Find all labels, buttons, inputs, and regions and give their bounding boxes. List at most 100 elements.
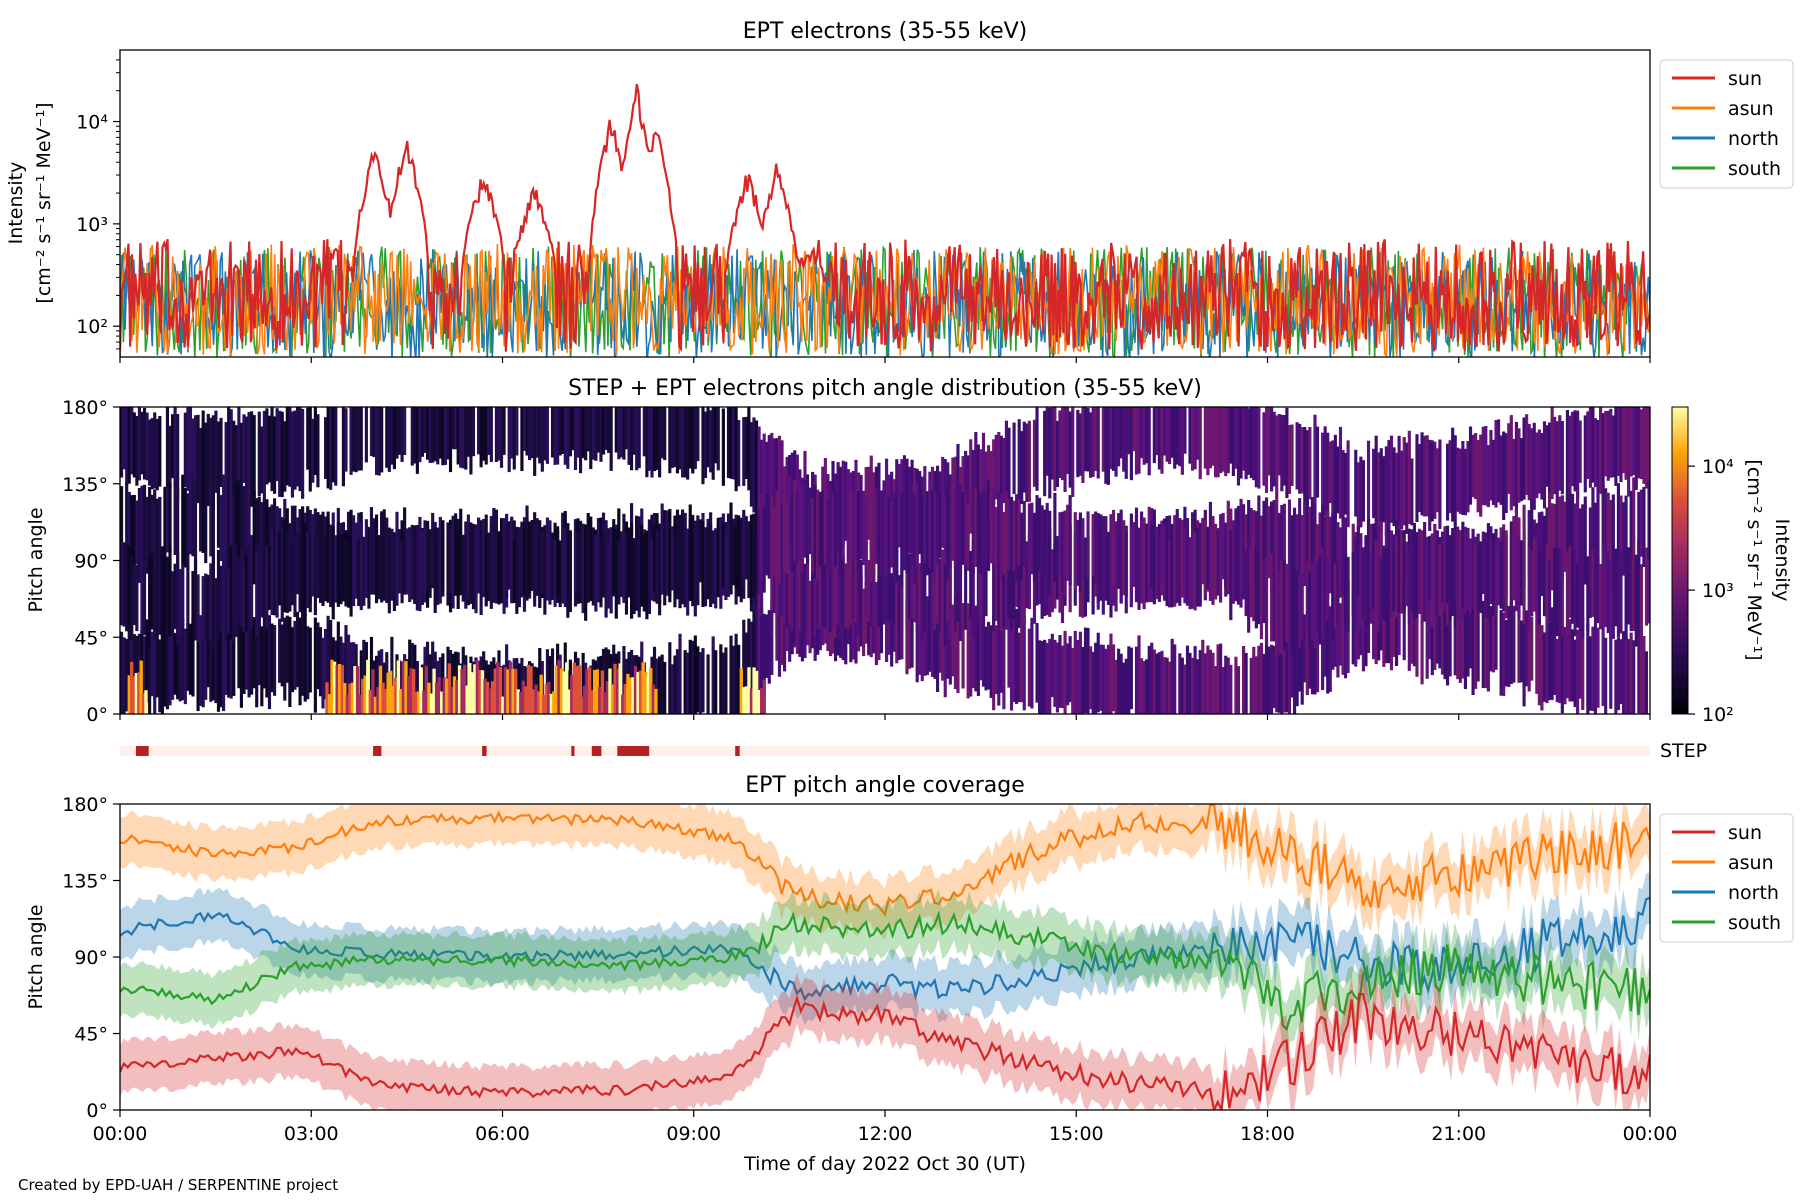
pad-heatmap-cell bbox=[1282, 625, 1286, 713]
pad-heatmap-cell bbox=[1537, 616, 1541, 706]
pad-heatmap-hot-cell bbox=[127, 675, 131, 714]
pad-heatmap-cell bbox=[1234, 407, 1238, 469]
pad-heatmap-cell bbox=[805, 554, 810, 646]
pad-heatmap-cell bbox=[186, 623, 190, 691]
pad-heatmap-cell bbox=[446, 522, 450, 606]
pad-heatmap-cell bbox=[1637, 540, 1641, 635]
pad-heatmap-cell bbox=[1305, 430, 1309, 509]
pad-heatmap-cell bbox=[777, 584, 782, 677]
pad-heatmap-hot-cell bbox=[144, 690, 148, 714]
intensity-y-tick-label: 10³ bbox=[76, 214, 108, 236]
pad-heatmap-cell bbox=[178, 569, 182, 636]
pad-heatmap-cell bbox=[1471, 600, 1475, 695]
pad-heatmap-cell bbox=[137, 488, 141, 583]
pad-heatmap-cell bbox=[1081, 407, 1085, 483]
pad-heatmap-hot-cell bbox=[503, 667, 508, 714]
pad-heatmap-cell bbox=[765, 494, 769, 576]
pad-heatmap-cell bbox=[579, 407, 583, 474]
pad-heatmap-cell bbox=[770, 538, 774, 611]
pad-heatmap-cell bbox=[1155, 407, 1159, 456]
pad-heatmap-cell bbox=[1114, 407, 1118, 477]
pad-heatmap-cell bbox=[273, 625, 277, 696]
pad-heatmap-cell bbox=[874, 489, 878, 564]
pad-heatmap-hot-cell bbox=[350, 682, 355, 714]
pad-heatmap-cell bbox=[979, 549, 983, 614]
pad-heatmap-cell bbox=[785, 456, 789, 536]
pad-heatmap-cell bbox=[1389, 595, 1394, 671]
pad-heatmap-cell bbox=[1038, 497, 1042, 571]
pad-heatmap-cell bbox=[752, 608, 756, 690]
coverage-x-tick-label: 06:00 bbox=[475, 1123, 530, 1145]
pad-heatmap-cell bbox=[352, 515, 356, 607]
pad-heatmap-cell bbox=[1512, 516, 1516, 601]
pad-heatmap-cell bbox=[714, 407, 718, 464]
pad-heatmap-cell bbox=[1096, 632, 1100, 713]
pad-heatmap-cell bbox=[145, 412, 149, 481]
pad-heatmap-cell bbox=[1183, 664, 1187, 714]
coverage-y-tick-label: 135° bbox=[62, 871, 108, 893]
pad-heatmap-cell bbox=[933, 490, 937, 582]
pad-heatmap-cell bbox=[186, 558, 190, 628]
pad-heatmap-cell bbox=[772, 506, 776, 576]
pad-heatmap-cell bbox=[1591, 549, 1595, 617]
pad-heatmap-cell bbox=[1007, 498, 1011, 571]
pad-heatmap-cell bbox=[902, 480, 906, 571]
pad-heatmap-cell bbox=[1476, 546, 1480, 611]
pad-heatmap-cell bbox=[754, 420, 759, 509]
pad-heatmap-cell bbox=[920, 547, 924, 641]
pad-heatmap-cell bbox=[1053, 639, 1057, 707]
pad-heatmap-cell bbox=[1221, 513, 1225, 580]
pad-heatmap-cell bbox=[1466, 593, 1470, 677]
pad-heatmap-hot-cell bbox=[130, 661, 134, 714]
pad-heatmap-cell bbox=[1004, 534, 1008, 630]
pad-heatmap-hot-cell bbox=[141, 692, 146, 714]
pad-heatmap-cell bbox=[673, 534, 677, 608]
pad-heatmap-cell bbox=[1627, 407, 1631, 497]
pad-heatmap-cell bbox=[1030, 617, 1034, 709]
pad-heatmap-cell bbox=[135, 500, 139, 565]
pad-heatmap-cell bbox=[295, 611, 300, 688]
pad-heatmap-cell bbox=[834, 556, 838, 638]
pad-heatmap-cell bbox=[125, 638, 129, 712]
pad-heatmap-cell bbox=[1009, 540, 1014, 631]
pad-heatmap-cell bbox=[1242, 646, 1246, 714]
pad-heatmap-cell bbox=[1293, 507, 1297, 594]
pad-heatmap-cell bbox=[601, 531, 606, 598]
pad-heatmap-cell bbox=[280, 411, 284, 498]
pad-heatmap-cell bbox=[130, 556, 134, 640]
pad-heatmap-cell bbox=[729, 513, 733, 595]
pad-heatmap-cell bbox=[1415, 434, 1419, 522]
pad-heatmap-cell bbox=[729, 635, 733, 714]
pad-heatmap-hot-cell bbox=[429, 693, 434, 714]
pad-heatmap-hot-cell bbox=[394, 677, 398, 714]
pad-heatmap-hot-cell bbox=[754, 670, 759, 714]
pad-heatmap-cell bbox=[668, 642, 672, 714]
pad-heatmap-cell bbox=[283, 617, 287, 701]
pad-heatmap-cell bbox=[1596, 420, 1600, 490]
pad-heatmap-hot-cell bbox=[641, 662, 645, 714]
pad-heatmap-cell bbox=[821, 490, 825, 578]
pad-heatmap-cell bbox=[803, 563, 807, 634]
pad-heatmap-cell bbox=[1050, 407, 1054, 480]
pad-heatmap-cell bbox=[1101, 516, 1105, 578]
pad-heatmap-cell bbox=[533, 522, 537, 607]
pad-heatmap-cell bbox=[188, 407, 192, 499]
pad-heatmap-cell bbox=[283, 520, 287, 613]
pad-heatmap-cell bbox=[703, 411, 708, 478]
pad-heatmap-cell bbox=[1336, 446, 1340, 514]
pad-heatmap-cell bbox=[1321, 602, 1325, 691]
pad-heatmap-cell bbox=[1637, 407, 1641, 479]
pad-heatmap-cell bbox=[1224, 655, 1228, 714]
pad-heatmap-cell bbox=[1425, 435, 1429, 517]
pad-heatmap-cell bbox=[1489, 539, 1493, 605]
pad-panel-title: STEP + EPT electrons pitch angle distrib… bbox=[568, 376, 1202, 401]
pad-heatmap-cell bbox=[1481, 426, 1485, 506]
pad-heatmap-cell bbox=[1558, 415, 1562, 491]
coverage-legend-label-asun: asun bbox=[1728, 852, 1774, 874]
pad-heatmap-cell bbox=[1644, 547, 1649, 626]
pad-heatmap-cell bbox=[418, 407, 422, 463]
pad-heatmap-hot-cell bbox=[473, 664, 477, 714]
pad-heatmap-cell bbox=[989, 625, 993, 698]
pad-heatmap-hot-cell bbox=[452, 676, 457, 714]
pad-heatmap-hot-cell bbox=[445, 678, 449, 714]
